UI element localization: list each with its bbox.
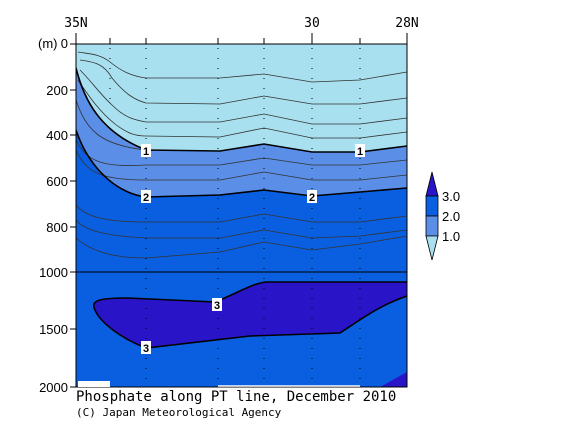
y-tick-400: 400 — [46, 128, 68, 143]
contour-label-3a: 3 — [214, 300, 220, 312]
contour-fills — [76, 44, 407, 387]
band-deep-patch — [380, 372, 407, 387]
y-tick-0: 0 — [61, 36, 68, 51]
contour-label-3b: 3 — [143, 343, 149, 355]
y-tick-2000: 2000 — [39, 380, 68, 395]
y-tick-800: 800 — [46, 220, 68, 235]
chart-credit: (C) Japan Meteorological Agency — [76, 406, 282, 419]
y-unit-label: (m) — [38, 36, 58, 51]
legend-swatch-high — [425, 195, 439, 217]
color-legend: 3.0 2.0 1.0 — [425, 171, 460, 261]
bottom-white-mark — [78, 381, 110, 387]
contour-label-2a: 2 — [143, 192, 149, 204]
band-0-1 — [76, 44, 407, 152]
x-tick-30: 30 — [304, 16, 320, 31]
y-ticks — [70, 43, 76, 388]
legend-swatch-mid — [425, 215, 439, 237]
legend-label-1: 1.0 — [442, 229, 460, 244]
y-tick-1000: 1000 — [39, 265, 68, 280]
contour-label-2b: 2 — [309, 192, 315, 204]
plot-frame — [75, 43, 408, 388]
y-tick-1500: 1500 — [39, 322, 68, 337]
legend-swatch-low — [425, 235, 439, 261]
contour-label-1b: 1 — [357, 146, 363, 158]
legend-label-2: 2.0 — [442, 209, 460, 224]
contour-lines-bold — [76, 67, 407, 349]
contour-1 — [76, 67, 407, 153]
band-3-plus — [93, 282, 407, 348]
chart-title: Phosphate along PT line, December 2010 — [76, 389, 397, 405]
contour-lines-thin — [76, 51, 407, 259]
legend-label-3: 3.0 — [442, 189, 460, 204]
x-ticks — [75, 33, 408, 44]
contour-label-group: 1 1 2 2 3 3 — [141, 144, 365, 355]
y-tick-600: 600 — [46, 174, 68, 189]
contour-label-1a: 1 — [143, 146, 149, 158]
x-tick-35n: 35N — [64, 16, 87, 31]
legend-swatch-max — [425, 171, 439, 197]
y-tick-200: 200 — [46, 83, 68, 98]
contour-2 — [76, 129, 407, 198]
x-tick-28n: 28N — [395, 16, 418, 31]
